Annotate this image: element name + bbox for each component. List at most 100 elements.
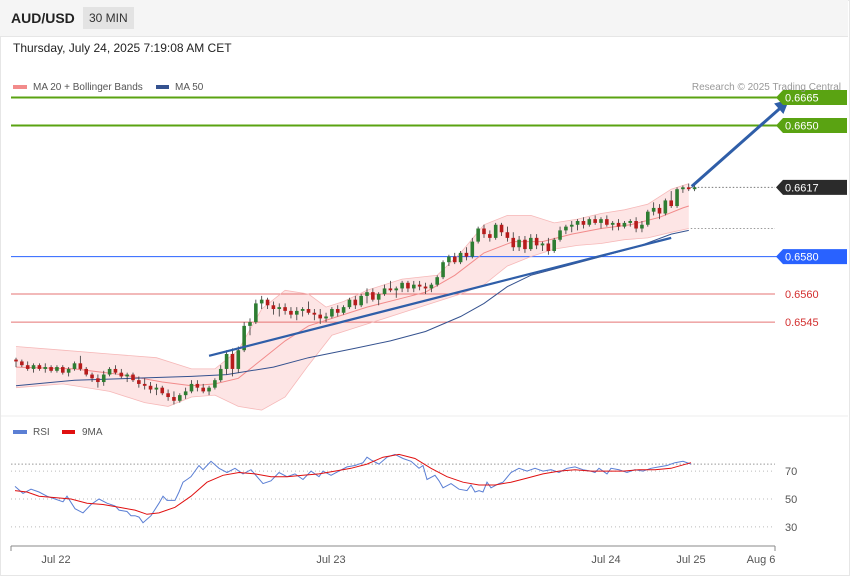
- bear-candle-body: [686, 187, 691, 190]
- bull-candle-body: [365, 292, 369, 296]
- bear-candle-body: [616, 222, 621, 227]
- x-axis: Jul 22 Jul 23 Jul 24 Jul 25 Aug 6: [10, 545, 776, 566]
- bull-candle-body: [575, 221, 580, 225]
- bear-candle-body: [195, 383, 200, 388]
- bear-candle-body: [581, 221, 586, 225]
- bull-candle-body: [447, 256, 451, 263]
- bear-candle-body: [289, 310, 293, 315]
- bull-candle-body: [154, 387, 159, 390]
- bear-candle-body: [406, 282, 410, 289]
- bear-candle-body: [306, 309, 311, 313]
- x-tick-label: Jul 24: [591, 554, 620, 566]
- bull-candle-body: [651, 207, 656, 212]
- bear-candle-body: [119, 372, 124, 377]
- current-level-label: 0.6617: [785, 182, 819, 194]
- bull-candle-body: [224, 353, 229, 369]
- rsi-tick-label: 70: [785, 466, 797, 478]
- bull-candle-body: [628, 221, 633, 223]
- x-tick-label: Jul 25: [676, 554, 705, 566]
- bull-candle-body: [435, 277, 439, 285]
- trendline: [208, 236, 672, 357]
- bear-candle-body: [335, 309, 340, 313]
- bear-candle-body: [37, 365, 42, 369]
- bull-candle-body: [189, 383, 194, 392]
- bull-candle-body: [31, 365, 36, 369]
- pivot-level-label: 0.6580: [785, 252, 819, 264]
- bear-candle-body: [634, 221, 638, 229]
- bear-candle-body: [265, 299, 270, 306]
- bear-candle-body: [546, 243, 551, 251]
- rsi-panel: RSI 9MA 70 50 30: [11, 427, 797, 534]
- bull-candle-body: [476, 228, 480, 242]
- bear-candle-body: [388, 288, 393, 291]
- bull-candle-body: [610, 222, 615, 225]
- bear-candle-body: [20, 361, 24, 366]
- bull-candle-body: [640, 224, 644, 229]
- bull-candle-body: [681, 187, 685, 190]
- bull-candle-body: [622, 222, 627, 227]
- bear-candle-body: [605, 219, 609, 225]
- rsi-tick-label: 30: [785, 522, 797, 534]
- bull-candle-body: [300, 309, 305, 311]
- bear-candle-body: [371, 292, 375, 300]
- bull-candle-body: [259, 299, 264, 304]
- bull-candle-body: [330, 309, 334, 317]
- pivot-level-tag: [776, 249, 847, 265]
- bear-candle-body: [312, 312, 317, 315]
- bear-candle-body: [14, 359, 18, 362]
- ma50-legend-label: MA 50: [175, 82, 204, 93]
- target-level-label: 0.6650: [785, 121, 819, 133]
- bear-candle-body: [113, 368, 118, 373]
- bull-candle-body: [493, 224, 498, 238]
- bull-candle-body: [552, 239, 556, 251]
- bull-candle-body: [254, 303, 258, 323]
- rsi-tick-label: 50: [785, 494, 797, 506]
- timeframe-button[interactable]: 30 MIN: [83, 7, 134, 29]
- bull-candle-body: [470, 241, 475, 257]
- chart-datetime: Thursday, July 24, 2025 7:19:08 AM CET: [13, 41, 232, 55]
- candles: [14, 183, 697, 405]
- bear-candle-body: [505, 232, 510, 238]
- bull-candle-body: [412, 284, 416, 289]
- bull-candle-body: [663, 200, 668, 214]
- bear-candle-body: [593, 219, 597, 223]
- bull-candle-body: [324, 316, 328, 319]
- bull-candle-body: [675, 189, 679, 207]
- bull-candle-body: [558, 230, 562, 240]
- bull-candle-body: [517, 239, 521, 248]
- bull-candle-body: [236, 350, 241, 369]
- bull-candle-body: [183, 391, 188, 396]
- bull-candle-body: [646, 211, 650, 225]
- bull-candle-body: [382, 288, 387, 295]
- bear-candle-body: [142, 383, 147, 386]
- bear-candle-body: [417, 284, 422, 287]
- bull-candle-body: [213, 380, 217, 388]
- bear-candle-body: [148, 385, 153, 390]
- bear-candle-body: [488, 234, 492, 238]
- bull-candle-body: [394, 288, 399, 291]
- level-labels: 0.6665 0.6650 0.6617 0.6580 0.6560 0.6545: [776, 89, 847, 329]
- bull-candle-body: [43, 367, 48, 369]
- bull-candle-body: [125, 374, 129, 377]
- bear-candle-body: [90, 374, 94, 379]
- bear-candle-body: [172, 397, 176, 401]
- chart-header: AUD/USD 30 MIN: [0, 0, 848, 37]
- support-level-label: 0.6560: [785, 289, 819, 301]
- bear-candle-body: [283, 307, 287, 311]
- x-tick-label: Aug 6: [747, 554, 776, 566]
- bear-candle-body: [61, 367, 65, 373]
- target-level-tag: [776, 89, 847, 105]
- bear-candle-body: [523, 239, 527, 250]
- bull-candle-body: [569, 224, 574, 227]
- rsi-legend-label: RSI: [33, 427, 50, 438]
- ma20-legend-label: MA 20 + Bollinger Bands: [33, 82, 143, 93]
- bear-candle-body: [318, 314, 322, 319]
- bear-candle-body: [166, 393, 170, 398]
- target-level-tag: [776, 118, 847, 134]
- bull-candle-body: [400, 282, 404, 289]
- bear-candle-body: [353, 299, 358, 306]
- bear-candle-body: [201, 387, 205, 392]
- bear-candle-body: [657, 207, 662, 214]
- bull-candle-body: [359, 295, 363, 306]
